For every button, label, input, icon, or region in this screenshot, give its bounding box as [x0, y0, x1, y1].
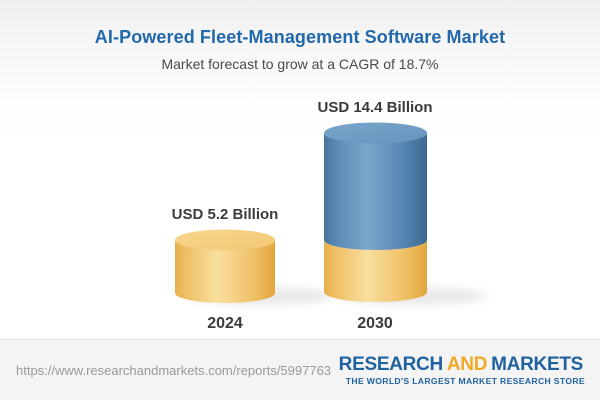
cylinder-2030 — [324, 122, 427, 302]
logo-wordmark: RESEARCH AND MARKETS — [337, 355, 585, 374]
category-label-2030: 2030 — [357, 315, 393, 332]
cylinder-2030-base-segment — [324, 240, 427, 302]
header: AI-Powered Fleet-Management Software Mar… — [0, 0, 600, 72]
footer: https://www.researchandmarkets.com/repor… — [0, 339, 600, 400]
cylinder-2024 — [175, 229, 275, 303]
research-and-markets-logo: RESEARCH AND MARKETS THE WORLD'S LARGEST M… — [337, 355, 585, 386]
page-title: AI-Powered Fleet-Management Software Mar… — [94, 27, 506, 47]
page-subtitle: Market forecast to grow at a CAGR of 18.… — [161, 56, 439, 72]
report-url: https://www.researchandmarkets.com/repor… — [16, 362, 332, 378]
value-label-2030: USD 14.4 Billion — [317, 99, 433, 116]
logo-word-markets: MARKETS — [491, 353, 583, 375]
logo-word-and: AND — [446, 353, 488, 375]
value-label-2024: USD 5.2 Billion — [171, 206, 279, 223]
logo-word-research: RESEARCH — [338, 353, 444, 375]
category-label-2024: 2024 — [207, 315, 243, 332]
cylinder-2030-growth-segment — [324, 133, 427, 250]
logo-tagline: THE WORLD'S LARGEST MARKET RESEARCH STOR… — [345, 375, 585, 386]
cylinder-bar-chart — [175, 122, 486, 305]
